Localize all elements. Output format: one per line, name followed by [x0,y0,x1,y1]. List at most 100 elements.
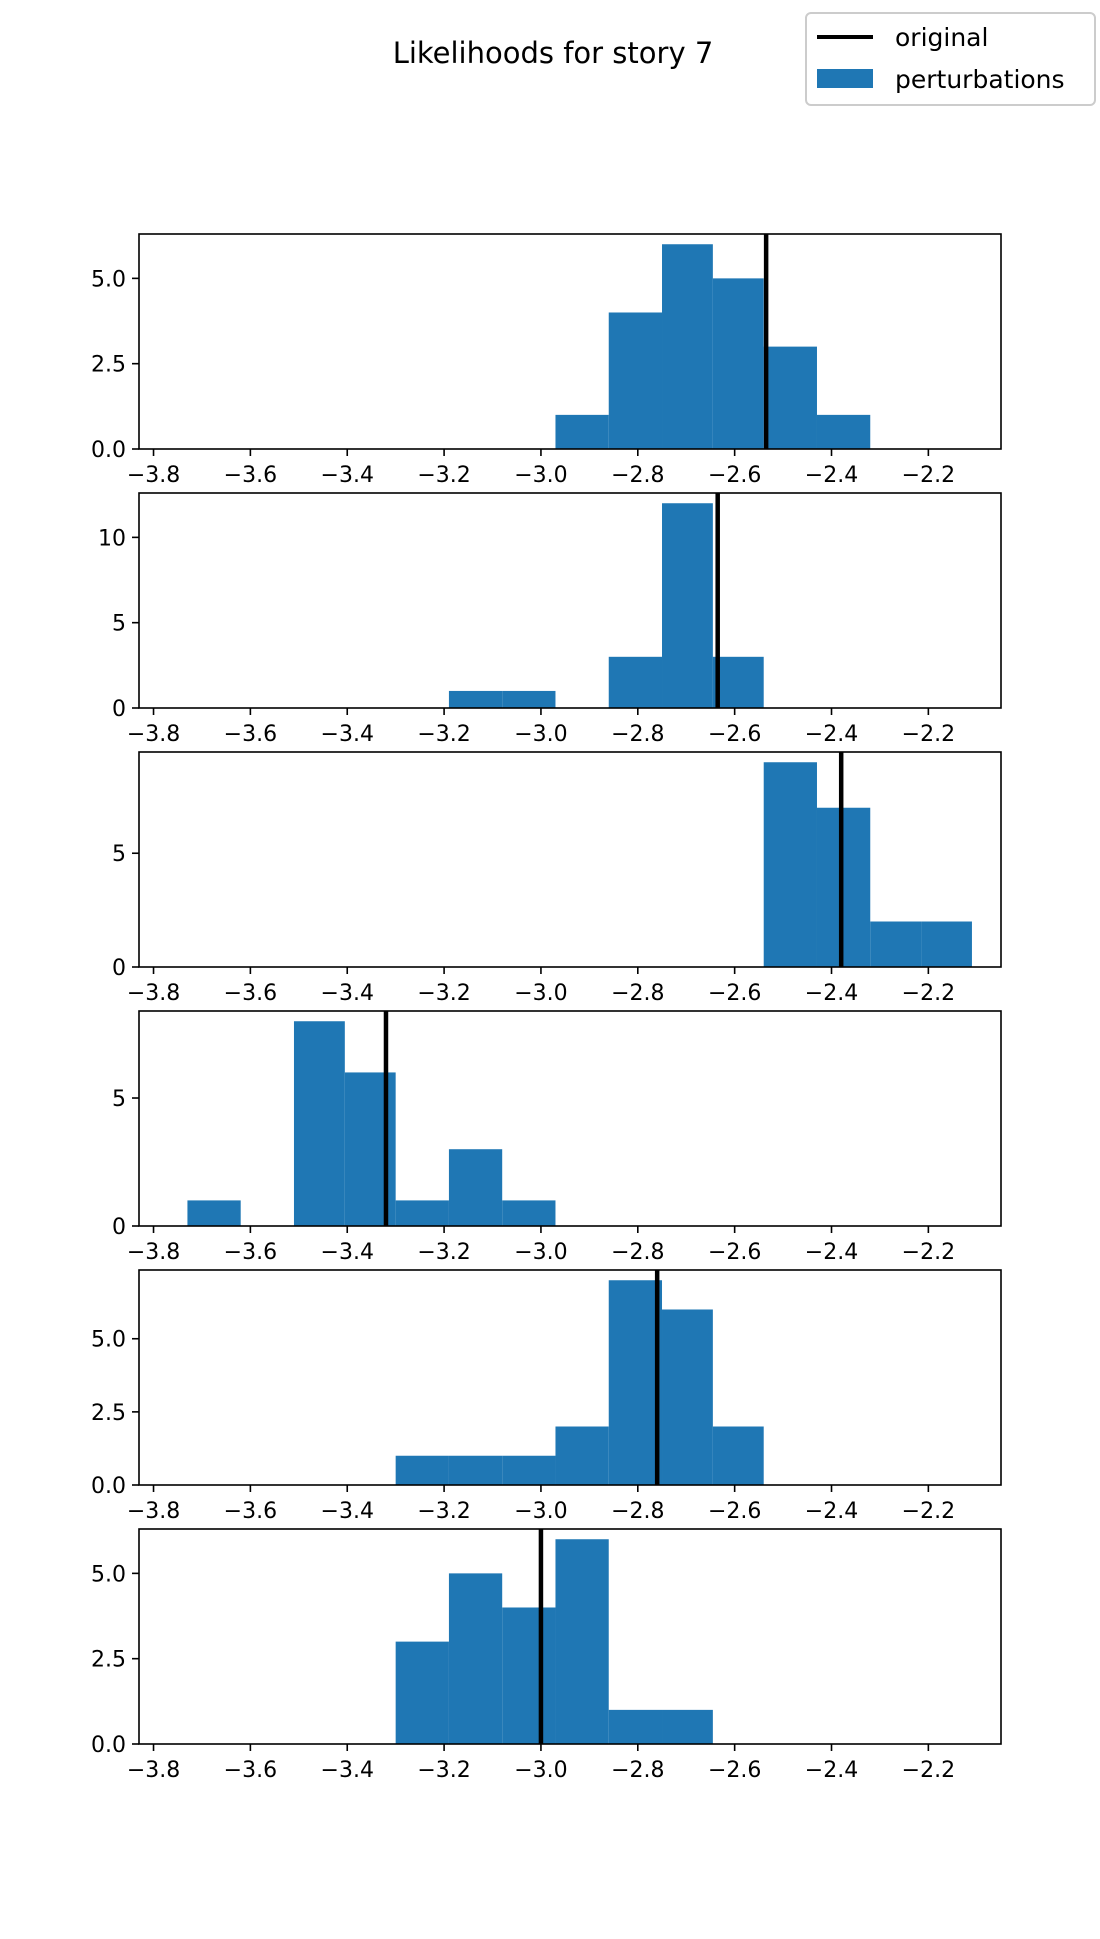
panel-5: −3.8 −3.6 −3.4 −3.2 −3.0 −2.8 −2.6 −2.4 −2.2 0.0 2… [91,1269,1002,1524]
histogram-bar-5-7 [712,1426,764,1485]
histogram-bar-3-1 [763,762,817,967]
histogram-bar-5-5 [608,1280,663,1485]
x-tick-label-4-4: −3.2 [417,1240,470,1265]
histogram-bar-2-1 [448,690,503,708]
x-tick-label-3-6: −2.8 [611,981,664,1006]
x-tick-label-1-8: −2.4 [805,463,858,488]
y-tick-label-6-1: 0.0 [91,1733,126,1758]
x-tick-label-5-6: −2.8 [611,1499,664,1524]
x-tick-label-4-1: −3.8 [127,1240,180,1265]
y-tick-label-5-3: 5.0 [91,1328,126,1353]
y-tick-label-4-1: 0 [112,1215,126,1240]
histogram-bar-6-6 [662,1709,713,1744]
histogram-bar-6-4 [555,1539,609,1744]
x-tick-label-6-7: −2.6 [708,1758,761,1783]
histogram-bar-3-4 [921,921,972,967]
x-tick-label-4-8: −2.4 [805,1240,858,1265]
histogram-bar-5-1 [395,1455,449,1485]
x-tick-label-6-8: −2.4 [805,1758,858,1783]
y-tick-label-3-1: 0 [112,956,126,981]
panel-3: −3.8 −3.6 −3.4 −3.2 −3.0 −2.8 −2.6 −2.4 −2.2 0 5 [112,751,1002,1006]
x-tick-label-3-3: −3.4 [321,981,374,1006]
legend-original-label: original [895,23,988,52]
histogram-bar-2-4 [662,503,713,708]
histogram-panels: −3.8 −3.6 −3.4 −3.2 −3.0 −2.8 −2.6 −2.4 −2.2 0.0 2… [91,233,1002,1783]
histogram-bar-1-3 [662,244,713,449]
x-tick-label-3-1: −3.8 [127,981,180,1006]
axes-frame-1 [138,233,1002,450]
panel-1: −3.8 −3.6 −3.4 −3.2 −3.0 −2.8 −2.6 −2.4 −2.2 0.0 2… [91,233,1002,488]
x-tick-label-5-3: −3.4 [321,1499,374,1524]
histogram-bar-5-4 [555,1426,609,1485]
x-tick-label-5-9: −2.2 [902,1499,955,1524]
x-tick-label-5-8: −2.4 [805,1499,858,1524]
x-tick-label-6-5: −3.0 [514,1758,567,1783]
histogram-bar-6-1 [395,1641,449,1744]
x-tick-label-3-9: −2.2 [902,981,955,1006]
histogram-bar-2-3 [608,656,663,708]
x-tick-label-4-9: −2.2 [902,1240,955,1265]
y-tick-label-3-2: 5 [112,842,126,867]
x-tick-label-2-6: −2.8 [611,722,664,747]
y-tick-label-1-2: 2.5 [91,353,126,378]
x-tick-label-2-1: −3.8 [127,722,180,747]
histogram-bar-1-1 [555,414,609,449]
x-tick-label-2-2: −3.6 [224,722,277,747]
histogram-bar-3-2 [816,807,871,967]
histogram-bar-1-2 [608,312,663,449]
panel-6: −3.8 −3.6 −3.4 −3.2 −3.0 −2.8 −2.6 −2.4 −2.2 0.0 2… [91,1528,1002,1783]
y-tick-label-2-1: 0 [112,697,126,722]
x-tick-label-6-1: −3.8 [127,1758,180,1783]
panel-4: −3.8 −3.6 −3.4 −3.2 −3.0 −2.8 −2.6 −2.4 −2.2 0 5 [112,1010,1002,1265]
x-tick-label-2-9: −2.2 [902,722,955,747]
x-tick-label-3-2: −3.6 [224,981,277,1006]
x-tick-label-4-7: −2.6 [708,1240,761,1265]
x-tick-label-1-1: −3.8 [127,463,180,488]
axes-frame-2 [138,492,1002,709]
histogram-bar-6-2 [448,1573,503,1744]
axes-frame-3 [138,751,1002,968]
legend-frame [805,12,1096,106]
x-tick-label-2-5: −3.0 [514,722,567,747]
x-tick-label-1-2: −3.6 [224,463,277,488]
y-tick-label-1-1: 0.0 [91,438,126,463]
y-tick-label-5-2: 2.5 [91,1401,126,1426]
histogram-bar-2-5 [712,656,764,708]
histogram-bar-4-6 [502,1200,556,1226]
legend-perturbations-label: perturbations [895,65,1065,94]
x-tick-label-2-7: −2.6 [708,722,761,747]
x-tick-label-4-5: −3.0 [514,1240,567,1265]
x-tick-label-4-3: −3.4 [321,1240,374,1265]
histogram-bar-6-5 [608,1709,663,1744]
x-tick-label-1-4: −3.2 [417,463,470,488]
histogram-bar-5-2 [448,1455,503,1485]
histogram-bar-1-4 [712,278,764,449]
x-tick-label-4-2: −3.6 [224,1240,277,1265]
axes-frame-5 [138,1269,1002,1486]
legend: original perturbations [805,12,1096,106]
x-tick-label-6-3: −3.4 [321,1758,374,1783]
x-tick-label-1-7: −2.6 [708,463,761,488]
x-tick-label-6-6: −2.8 [611,1758,664,1783]
y-tick-label-6-2: 2.5 [91,1648,126,1673]
x-tick-label-5-7: −2.6 [708,1499,761,1524]
x-tick-label-5-1: −3.8 [127,1499,180,1524]
axes-frame-6 [138,1528,1002,1745]
x-tick-label-1-6: −2.8 [611,463,664,488]
histogram-bar-3-3 [870,921,922,967]
histogram-bar-4-4 [395,1200,449,1226]
x-tick-label-5-4: −3.2 [417,1499,470,1524]
histogram-bar-4-2 [293,1021,345,1226]
x-tick-label-6-9: −2.2 [902,1758,955,1783]
x-tick-label-2-4: −3.2 [417,722,470,747]
chart-title: Likelihoods for story 7 [393,36,714,70]
x-tick-label-6-4: −3.2 [417,1758,470,1783]
histogram-bar-5-6 [662,1309,713,1485]
panel-2: −3.8 −3.6 −3.4 −3.2 −3.0 −2.8 −2.6 −2.4 −2.2 0 5 10 [98,492,1002,747]
y-tick-label-2-2: 5 [112,612,126,637]
histogram-bar-1-5 [763,346,817,449]
x-tick-label-3-5: −3.0 [514,981,567,1006]
histogram-bar-6-3 [502,1607,556,1744]
x-tick-label-2-3: −3.4 [321,722,374,747]
x-tick-label-6-2: −3.6 [224,1758,277,1783]
